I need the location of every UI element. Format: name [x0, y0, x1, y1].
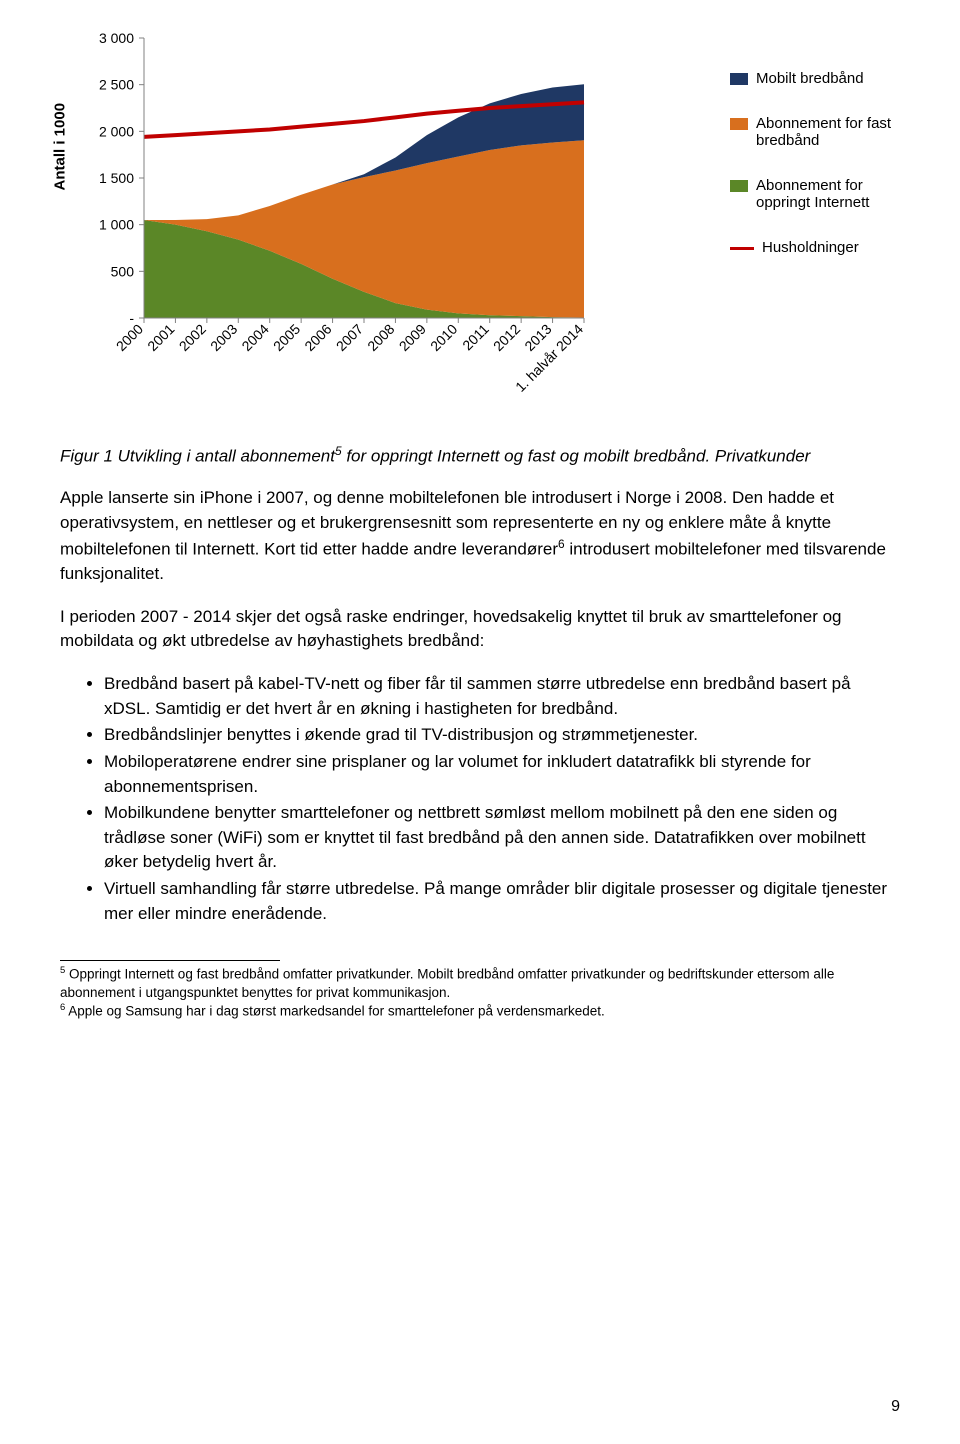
svg-text:2004: 2004 — [238, 321, 271, 354]
svg-text:2000: 2000 — [113, 321, 146, 354]
chart-svg: -5001 0001 5002 0002 5003 00020002001200… — [88, 30, 628, 410]
chart-legend: Mobilt bredbånd Abonnement for fast bredb… — [730, 30, 900, 256]
svg-text:2011: 2011 — [459, 321, 492, 354]
legend-item: Husholdninger — [730, 239, 900, 256]
legend-line-swatch — [730, 247, 754, 250]
legend-label: Husholdninger — [762, 239, 859, 256]
chart-container: Antall i 1000 -5001 0001 5002 0002 5003 … — [60, 30, 900, 415]
footnote-5: 5 Oppringt Internett og fast bredbånd om… — [60, 965, 900, 1002]
footnote-6: 6 Apple og Samsung har i dag størst mark… — [60, 1002, 900, 1021]
svg-text:2010: 2010 — [427, 321, 460, 354]
footnote5-text: Oppringt Internett og fast bredbånd omfa… — [60, 967, 834, 1000]
bullet-list: Bredbånd basert på kabel-TV-nett og fibe… — [60, 672, 900, 926]
legend-item: Mobilt bredbånd — [730, 70, 900, 87]
svg-text:2 500: 2 500 — [99, 77, 134, 93]
svg-text:2 000: 2 000 — [99, 123, 134, 139]
footnotes-separator — [60, 960, 280, 961]
svg-text:2008: 2008 — [364, 321, 397, 354]
bullet-item: Mobiloperatørene endrer sine prisplaner … — [104, 750, 900, 799]
svg-text:1 000: 1 000 — [99, 217, 134, 233]
svg-text:2002: 2002 — [176, 321, 209, 354]
svg-text:2012: 2012 — [490, 321, 523, 354]
legend-swatch — [730, 118, 748, 130]
svg-text:2001: 2001 — [144, 321, 177, 354]
legend-label: Abonnement for oppringt Internett — [756, 177, 900, 211]
para1-sup: 6 — [558, 537, 565, 551]
svg-text:2003: 2003 — [207, 321, 240, 354]
footnote6-text: Apple og Samsung har i dag størst marked… — [65, 1004, 605, 1019]
svg-text:2006: 2006 — [301, 321, 334, 354]
svg-text:3 000: 3 000 — [99, 30, 134, 46]
svg-text:2005: 2005 — [270, 321, 303, 354]
legend-label: Abonnement for fast bredbånd — [756, 115, 900, 149]
caption-text-pre: Figur 1 Utvikling i antall abonnement — [60, 447, 335, 466]
legend-item: Abonnement for oppringt Internett — [730, 177, 900, 211]
legend-swatch — [730, 180, 748, 192]
caption-sup: 5 — [335, 444, 342, 458]
svg-text:1 500: 1 500 — [99, 170, 134, 186]
caption-text-post: for oppringt Internett og fast og mobilt… — [342, 447, 811, 466]
svg-text:2009: 2009 — [396, 321, 429, 354]
svg-text:500: 500 — [111, 263, 135, 279]
bullet-item: Bredbåndslinjer benyttes i økende grad t… — [104, 723, 900, 748]
legend-item: Abonnement for fast bredbånd — [730, 115, 900, 149]
figure-caption: Figur 1 Utvikling i antall abonnement5 f… — [60, 443, 900, 468]
paragraph-1: Apple lanserte sin iPhone i 2007, og den… — [60, 486, 900, 586]
page-number: 9 — [891, 1398, 900, 1416]
bullet-item: Bredbånd basert på kabel-TV-nett og fibe… — [104, 672, 900, 721]
bullet-item: Virtuell samhandling får større utbredel… — [104, 877, 900, 926]
paragraph-2: I perioden 2007 - 2014 skjer det også ra… — [60, 605, 900, 654]
legend-swatch — [730, 73, 748, 85]
legend-label: Mobilt bredbånd — [756, 70, 864, 87]
bullet-item: Mobilkundene benytter smarttelefoner og … — [104, 801, 900, 875]
svg-text:2007: 2007 — [333, 321, 366, 354]
